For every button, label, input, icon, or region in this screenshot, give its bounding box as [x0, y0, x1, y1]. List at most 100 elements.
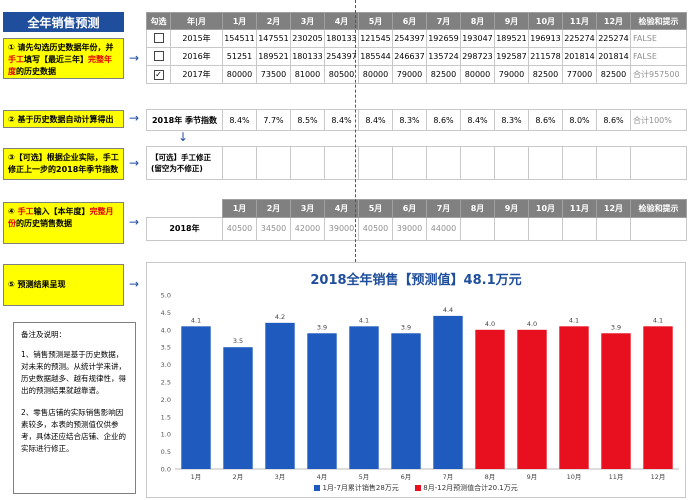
x-tick-label: 7月	[443, 473, 454, 481]
value-cell[interactable]: 80000	[222, 65, 257, 84]
month-input-cell[interactable]: 42000	[290, 216, 325, 241]
year-checkbox[interactable]: ✓	[153, 69, 164, 80]
step1-box: ① 请先勾选历史数据年份，并手工填写【最近三年】完整年度的历史数据	[3, 38, 124, 79]
step2-box: ② 基于历史数据自动计算得出	[3, 110, 124, 128]
manual-adjust-line2: (留空为不修正)	[151, 164, 203, 173]
data-label: 4.4	[443, 306, 453, 314]
adjust-input-cell[interactable]	[222, 146, 257, 180]
adjust-input-cell[interactable]	[596, 146, 631, 180]
value-cell[interactable]: 193047	[460, 29, 495, 48]
season-index-cell: 8.4%	[460, 109, 495, 131]
data-label: 4.1	[359, 316, 369, 324]
chart-plot: 0.0 0.5 1.0 1.5 2.0 2.5 3.0 3.5 4.0 4.5 5.0 4.1 1月 3.…	[161, 292, 679, 481]
y-tick-label: 4.5	[161, 309, 171, 317]
value-cell[interactable]: 79000	[494, 65, 529, 84]
adjust-input-cell[interactable]	[256, 146, 291, 180]
header-cell: 10月	[528, 12, 563, 30]
value-cell[interactable]: 201814	[596, 47, 631, 66]
value-cell[interactable]: 82500	[426, 65, 461, 84]
history-table: 勾选 年|月 1月 2月 3月 4月 5月 6月 7月 8月 9月 10月 11…	[146, 12, 687, 84]
adjust-input-cell[interactable]	[392, 146, 427, 180]
month-input-cell[interactable]: 40500	[222, 216, 257, 241]
month-input-cell[interactable]	[596, 216, 631, 241]
blank-cell	[147, 200, 223, 218]
value-cell[interactable]: 201814	[562, 47, 597, 66]
month-input-cell[interactable]	[460, 216, 495, 241]
data-label: 4.1	[569, 316, 579, 324]
header-cell: 5月	[358, 199, 393, 218]
value-cell[interactable]: 196913	[528, 29, 563, 48]
month-input-cell[interactable]: 40500	[358, 216, 393, 241]
value-cell[interactable]: 80000	[358, 65, 393, 84]
value-cell[interactable]: 82500	[528, 65, 563, 84]
year-checkbox-cell[interactable]	[146, 29, 171, 48]
adjust-input-cell[interactable]	[324, 146, 359, 180]
header-cell: 12月	[596, 199, 631, 218]
month-input-cell[interactable]	[562, 216, 597, 241]
value-cell[interactable]: 225274	[596, 29, 631, 48]
value-cell[interactable]: 81000	[290, 65, 325, 84]
x-tick-label: 11月	[609, 473, 624, 481]
value-cell[interactable]: 180133	[324, 29, 359, 48]
adjust-input-cell[interactable]	[562, 146, 597, 180]
month-input-cell[interactable]: 34500	[256, 216, 291, 241]
value-cell[interactable]: 77000	[562, 65, 597, 84]
value-cell[interactable]: 189521	[494, 29, 529, 48]
legend-actual: 1月-7月累计销售28万元	[322, 484, 399, 492]
check-cell: FALSE	[630, 29, 687, 48]
value-cell[interactable]: 189521	[256, 47, 291, 66]
notes-paragraph-1: 1、销售预测是基于历史数据，对未来的预测。从统计学来讲，历史数据越多、越有规律性…	[21, 350, 126, 395]
season-index-label: 2018年 季节指数	[146, 109, 223, 131]
value-cell[interactable]: 254397	[324, 47, 359, 66]
value-cell[interactable]: 51251	[222, 47, 257, 66]
month-input-cell[interactable]: 39000	[392, 216, 427, 241]
step1-red1: 手工	[8, 55, 24, 64]
value-cell[interactable]: 180133	[290, 47, 325, 66]
step4-text: ④	[8, 207, 18, 216]
month-input-cell[interactable]	[528, 216, 563, 241]
adjust-input-cell[interactable]	[358, 146, 393, 180]
adjust-input-cell[interactable]	[460, 146, 495, 180]
bar	[307, 333, 337, 469]
value-cell[interactable]: 225274	[562, 29, 597, 48]
table-row: 2018年 季节指数 8.4% 7.7% 8.5% 8.4% 8.4% 8.3%…	[146, 109, 687, 131]
y-tick-label: 1.0	[161, 431, 171, 439]
x-tick-label: 6月	[401, 473, 412, 481]
adjust-input-cell[interactable]	[494, 146, 529, 180]
year-checkbox[interactable]	[153, 50, 164, 61]
adjust-input-cell[interactable]	[290, 146, 325, 180]
value-cell[interactable]: 121545	[358, 29, 393, 48]
value-cell[interactable]: 192587	[494, 47, 529, 66]
this-year-check-cell	[630, 216, 687, 241]
y-tick-label: 3.0	[161, 361, 171, 369]
adjust-input-cell[interactable]	[528, 146, 563, 180]
manual-adjust-table: 【可选】手工修正 (留空为不修正)	[146, 146, 687, 180]
value-cell[interactable]: 73500	[256, 65, 291, 84]
value-cell[interactable]: 82500	[596, 65, 631, 84]
value-cell[interactable]: 79000	[392, 65, 427, 84]
value-cell[interactable]: 211578	[528, 47, 563, 66]
value-cell[interactable]: 80500	[324, 65, 359, 84]
header-cell: 9月	[494, 12, 529, 30]
value-cell[interactable]: 80000	[460, 65, 495, 84]
month-input-cell[interactable]: 39000	[324, 216, 359, 241]
year-checkbox-cell[interactable]	[146, 47, 171, 66]
value-cell[interactable]: 135724	[426, 47, 461, 66]
arrow-right-icon: →	[129, 51, 140, 65]
header-cell: 8月	[460, 12, 495, 30]
value-cell[interactable]: 298723	[460, 47, 495, 66]
year-checkbox-cell[interactable]: ✓	[146, 65, 171, 84]
month-input-cell[interactable]: 44000	[426, 216, 461, 241]
value-cell[interactable]: 185544	[358, 47, 393, 66]
value-cell[interactable]: 230205	[290, 29, 325, 48]
value-cell[interactable]: 246637	[392, 47, 427, 66]
month-input-cell[interactable]	[494, 216, 529, 241]
value-cell[interactable]: 154511	[222, 29, 257, 48]
year-checkbox[interactable]	[153, 32, 164, 43]
value-cell[interactable]: 254397	[392, 29, 427, 48]
value-cell[interactable]: 192659	[426, 29, 461, 48]
adjust-input-cell[interactable]	[426, 146, 461, 180]
value-cell[interactable]: 147551	[256, 29, 291, 48]
header-cell: 3月	[290, 199, 325, 218]
step4-mid: 输入【本年度】	[33, 207, 90, 216]
